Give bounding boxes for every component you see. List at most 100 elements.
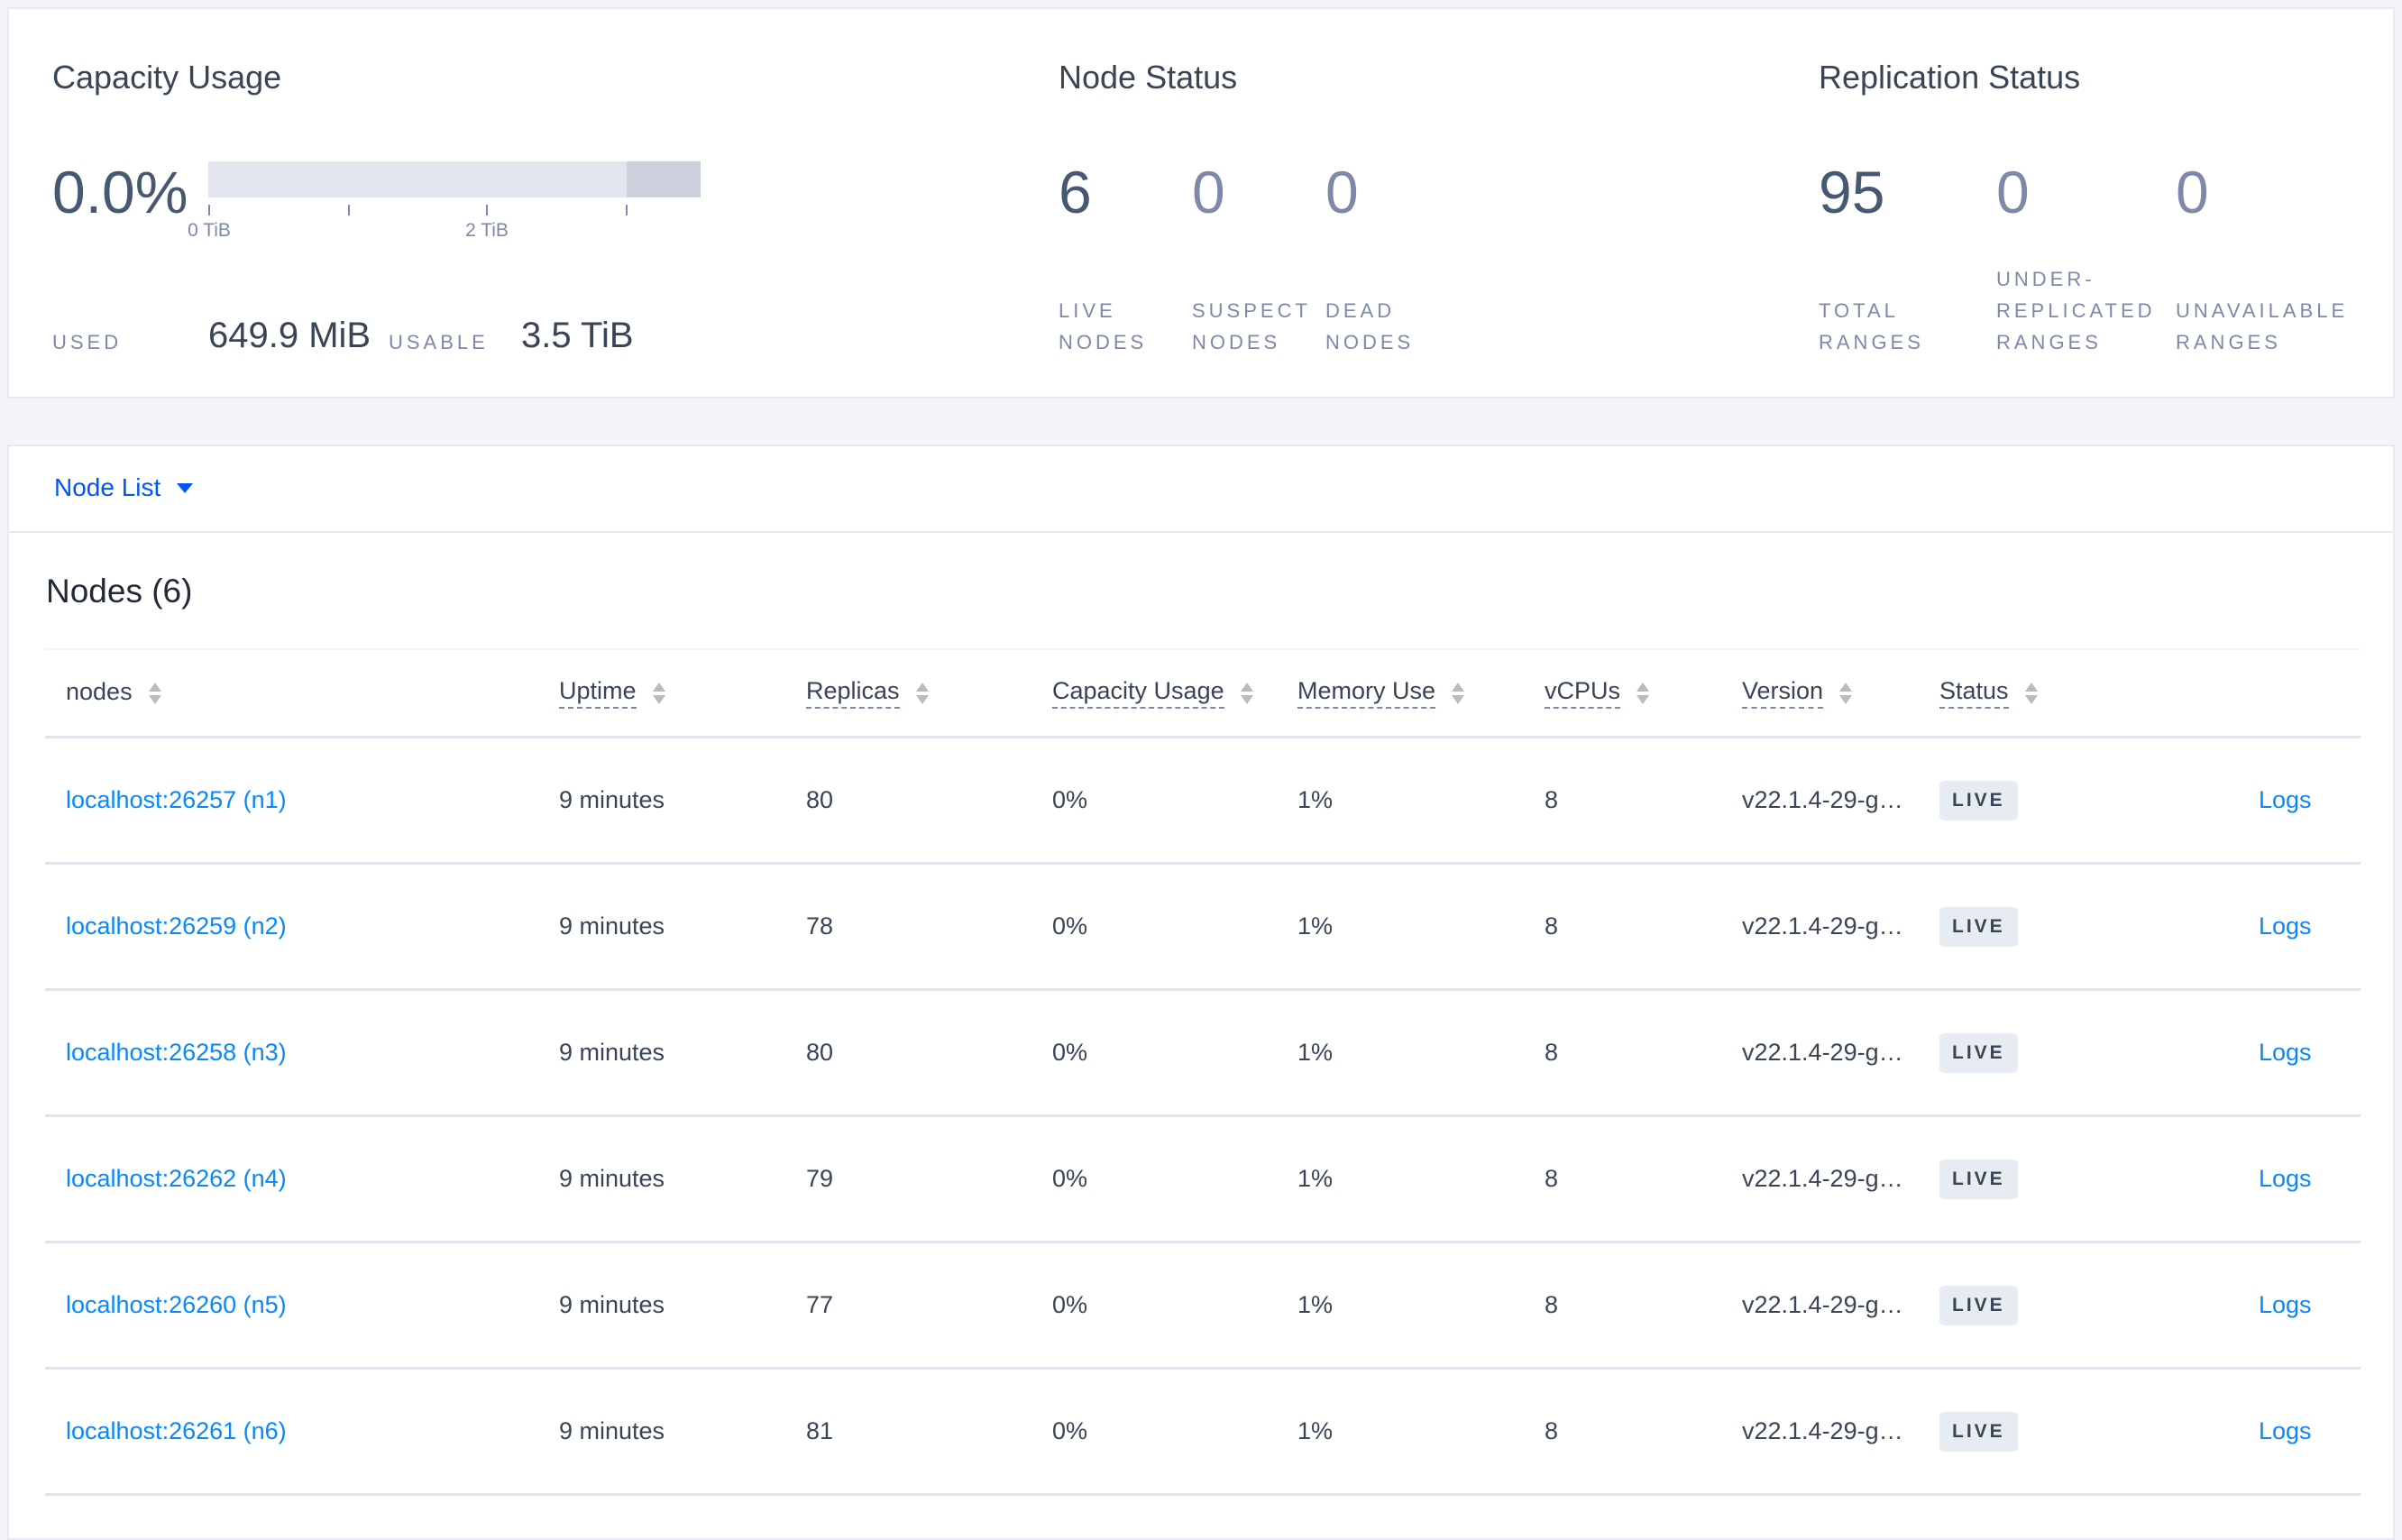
memory-cell: 1% — [1297, 912, 1334, 940]
column-header-3[interactable]: Capacity Usage — [1052, 677, 1297, 709]
capacity-cell: 0% — [1052, 912, 1088, 940]
capacity-percent: 0.0% — [52, 159, 188, 225]
unavailable-count: 0 — [2176, 159, 2209, 225]
tick — [486, 205, 488, 215]
table-header: nodes Uptime Replicas Capacity Usage Memory … — [45, 650, 2361, 738]
column-header-5[interactable]: vCPUs — [1545, 677, 1742, 709]
total-ranges-label: TOTAL RANGES — [1819, 299, 1924, 353]
column-header-6[interactable]: Version — [1742, 677, 1939, 709]
node-list-header: Node List — [9, 446, 2393, 533]
used-value: 649.9 MiB — [208, 316, 371, 355]
capacity-cell: 0% — [1052, 1417, 1088, 1444]
nodes-table: nodes Uptime Replicas Capacity Usage Memory … — [45, 648, 2361, 1496]
version-cell: v22.1.4-29-g… — [1742, 786, 1903, 813]
uptime-cell: 9 minutes — [559, 1417, 665, 1444]
vcpus-cell: 8 — [1545, 1291, 1559, 1318]
capacity-title: Capacity Usage — [52, 59, 282, 96]
column-header-7[interactable]: Status — [1939, 677, 2259, 709]
node-link[interactable]: localhost:26258 (n3) — [66, 1039, 287, 1066]
table-row: localhost:26261 (n6) 9 minutes 81 0% 1% … — [45, 1370, 2361, 1496]
column-label: Replicas — [806, 677, 900, 709]
table-row: localhost:26260 (n5) 9 minutes 77 0% 1% … — [45, 1243, 2361, 1370]
vcpus-cell: 8 — [1545, 1039, 1559, 1066]
uptime-cell: 9 minutes — [559, 1165, 665, 1192]
version-cell: v22.1.4-29-g… — [1742, 1417, 1903, 1444]
nodes-heading: Nodes (6) — [46, 573, 193, 610]
sort-icon[interactable] — [1240, 682, 1253, 704]
sort-icon[interactable] — [1452, 682, 1465, 704]
sort-icon[interactable] — [915, 682, 929, 704]
column-header-4[interactable]: Memory Use — [1297, 677, 1545, 709]
status-badge: LIVE — [1939, 906, 2018, 947]
table-row: localhost:26257 (n1) 9 minutes 80 0% 1% … — [45, 738, 2361, 865]
under-replicated-label: UNDER- REPLICATED RANGES — [1996, 268, 2156, 353]
memory-cell: 1% — [1297, 786, 1334, 813]
summary-card: Capacity Usage 0.0% 0 TiB 2 TiB USED 649… — [7, 7, 2395, 399]
suspect-nodes-label: SUSPECT NODES — [1192, 299, 1311, 353]
table-row: localhost:26259 (n2) 9 minutes 78 0% 1% … — [45, 865, 2361, 991]
node-link[interactable]: localhost:26261 (n6) — [66, 1417, 287, 1444]
node-list-card: Node List Nodes (6) nodes Uptime Replicas C… — [7, 445, 2395, 1540]
replicas-cell: 80 — [806, 1039, 834, 1066]
replicas-cell: 81 — [806, 1417, 834, 1444]
dead-nodes-count: 0 — [1325, 159, 1359, 225]
caret-down-icon — [177, 482, 194, 493]
logs-link[interactable]: Logs — [2259, 1039, 2312, 1066]
capacity-cell: 0% — [1052, 1039, 1088, 1066]
version-cell: v22.1.4-29-g… — [1742, 912, 1903, 940]
version-cell: v22.1.4-29-g… — [1742, 1039, 1903, 1066]
node-link[interactable]: localhost:26262 (n4) — [66, 1165, 287, 1192]
column-header-2[interactable]: Replicas — [806, 677, 1052, 709]
column-label: Memory Use — [1297, 677, 1436, 709]
memory-cell: 1% — [1297, 1417, 1334, 1444]
column-header-0[interactable]: nodes — [66, 678, 559, 708]
uptime-cell: 9 minutes — [559, 912, 665, 940]
capacity-cell: 0% — [1052, 786, 1088, 813]
sort-icon[interactable] — [1839, 682, 1853, 704]
status-badge: LIVE — [1939, 1411, 2018, 1452]
node-list-dropdown[interactable]: Node List — [54, 473, 194, 502]
status-badge: LIVE — [1939, 780, 2018, 820]
uptime-cell: 9 minutes — [559, 1039, 665, 1066]
sort-icon[interactable] — [1636, 682, 1650, 704]
logs-link[interactable]: Logs — [2259, 912, 2312, 940]
sort-icon[interactable] — [652, 682, 665, 704]
replicas-cell: 80 — [806, 786, 834, 813]
logs-link[interactable]: Logs — [2259, 786, 2312, 813]
suspect-nodes-count: 0 — [1192, 159, 1225, 225]
memory-cell: 1% — [1297, 1291, 1334, 1318]
capacity-bar-segment — [627, 161, 701, 197]
vcpus-cell: 8 — [1545, 1165, 1559, 1192]
sort-icon[interactable] — [148, 682, 161, 704]
memory-cell: 1% — [1297, 1039, 1334, 1066]
live-nodes-label: LIVE NODES — [1059, 299, 1148, 353]
column-header-1[interactable]: Uptime — [559, 677, 806, 709]
logs-link[interactable]: Logs — [2259, 1165, 2312, 1192]
sort-icon[interactable] — [2024, 682, 2038, 704]
used-label: USED — [52, 331, 123, 353]
table-row: localhost:26262 (n4) 9 minutes 79 0% 1% … — [45, 1117, 2361, 1243]
logs-link[interactable]: Logs — [2259, 1291, 2312, 1318]
capacity-cell: 0% — [1052, 1165, 1088, 1192]
version-cell: v22.1.4-29-g… — [1742, 1165, 1903, 1192]
replication-title: Replication Status — [1819, 59, 2081, 96]
column-label: vCPUs — [1545, 677, 1621, 709]
dropdown-label: Node List — [54, 473, 161, 501]
total-ranges-count: 95 — [1819, 159, 1885, 225]
logs-link[interactable]: Logs — [2259, 1417, 2312, 1444]
tick — [348, 205, 350, 215]
capacity-cell: 0% — [1052, 1291, 1088, 1318]
node-link[interactable]: localhost:26259 (n2) — [66, 912, 287, 940]
usable-value: 3.5 TiB — [521, 316, 634, 355]
version-cell: v22.1.4-29-g… — [1742, 1291, 1903, 1318]
uptime-cell: 9 minutes — [559, 786, 665, 813]
status-badge: LIVE — [1939, 1159, 2018, 1199]
column-label: Uptime — [559, 677, 637, 709]
column-label: Version — [1742, 677, 1824, 709]
node-link[interactable]: localhost:26257 (n1) — [66, 786, 287, 813]
node-link[interactable]: localhost:26260 (n5) — [66, 1291, 287, 1318]
table-row: localhost:26258 (n3) 9 minutes 80 0% 1% … — [45, 991, 2361, 1117]
dead-nodes-label: DEAD NODES — [1325, 299, 1415, 353]
uptime-cell: 9 minutes — [559, 1291, 665, 1318]
tick — [208, 205, 210, 215]
